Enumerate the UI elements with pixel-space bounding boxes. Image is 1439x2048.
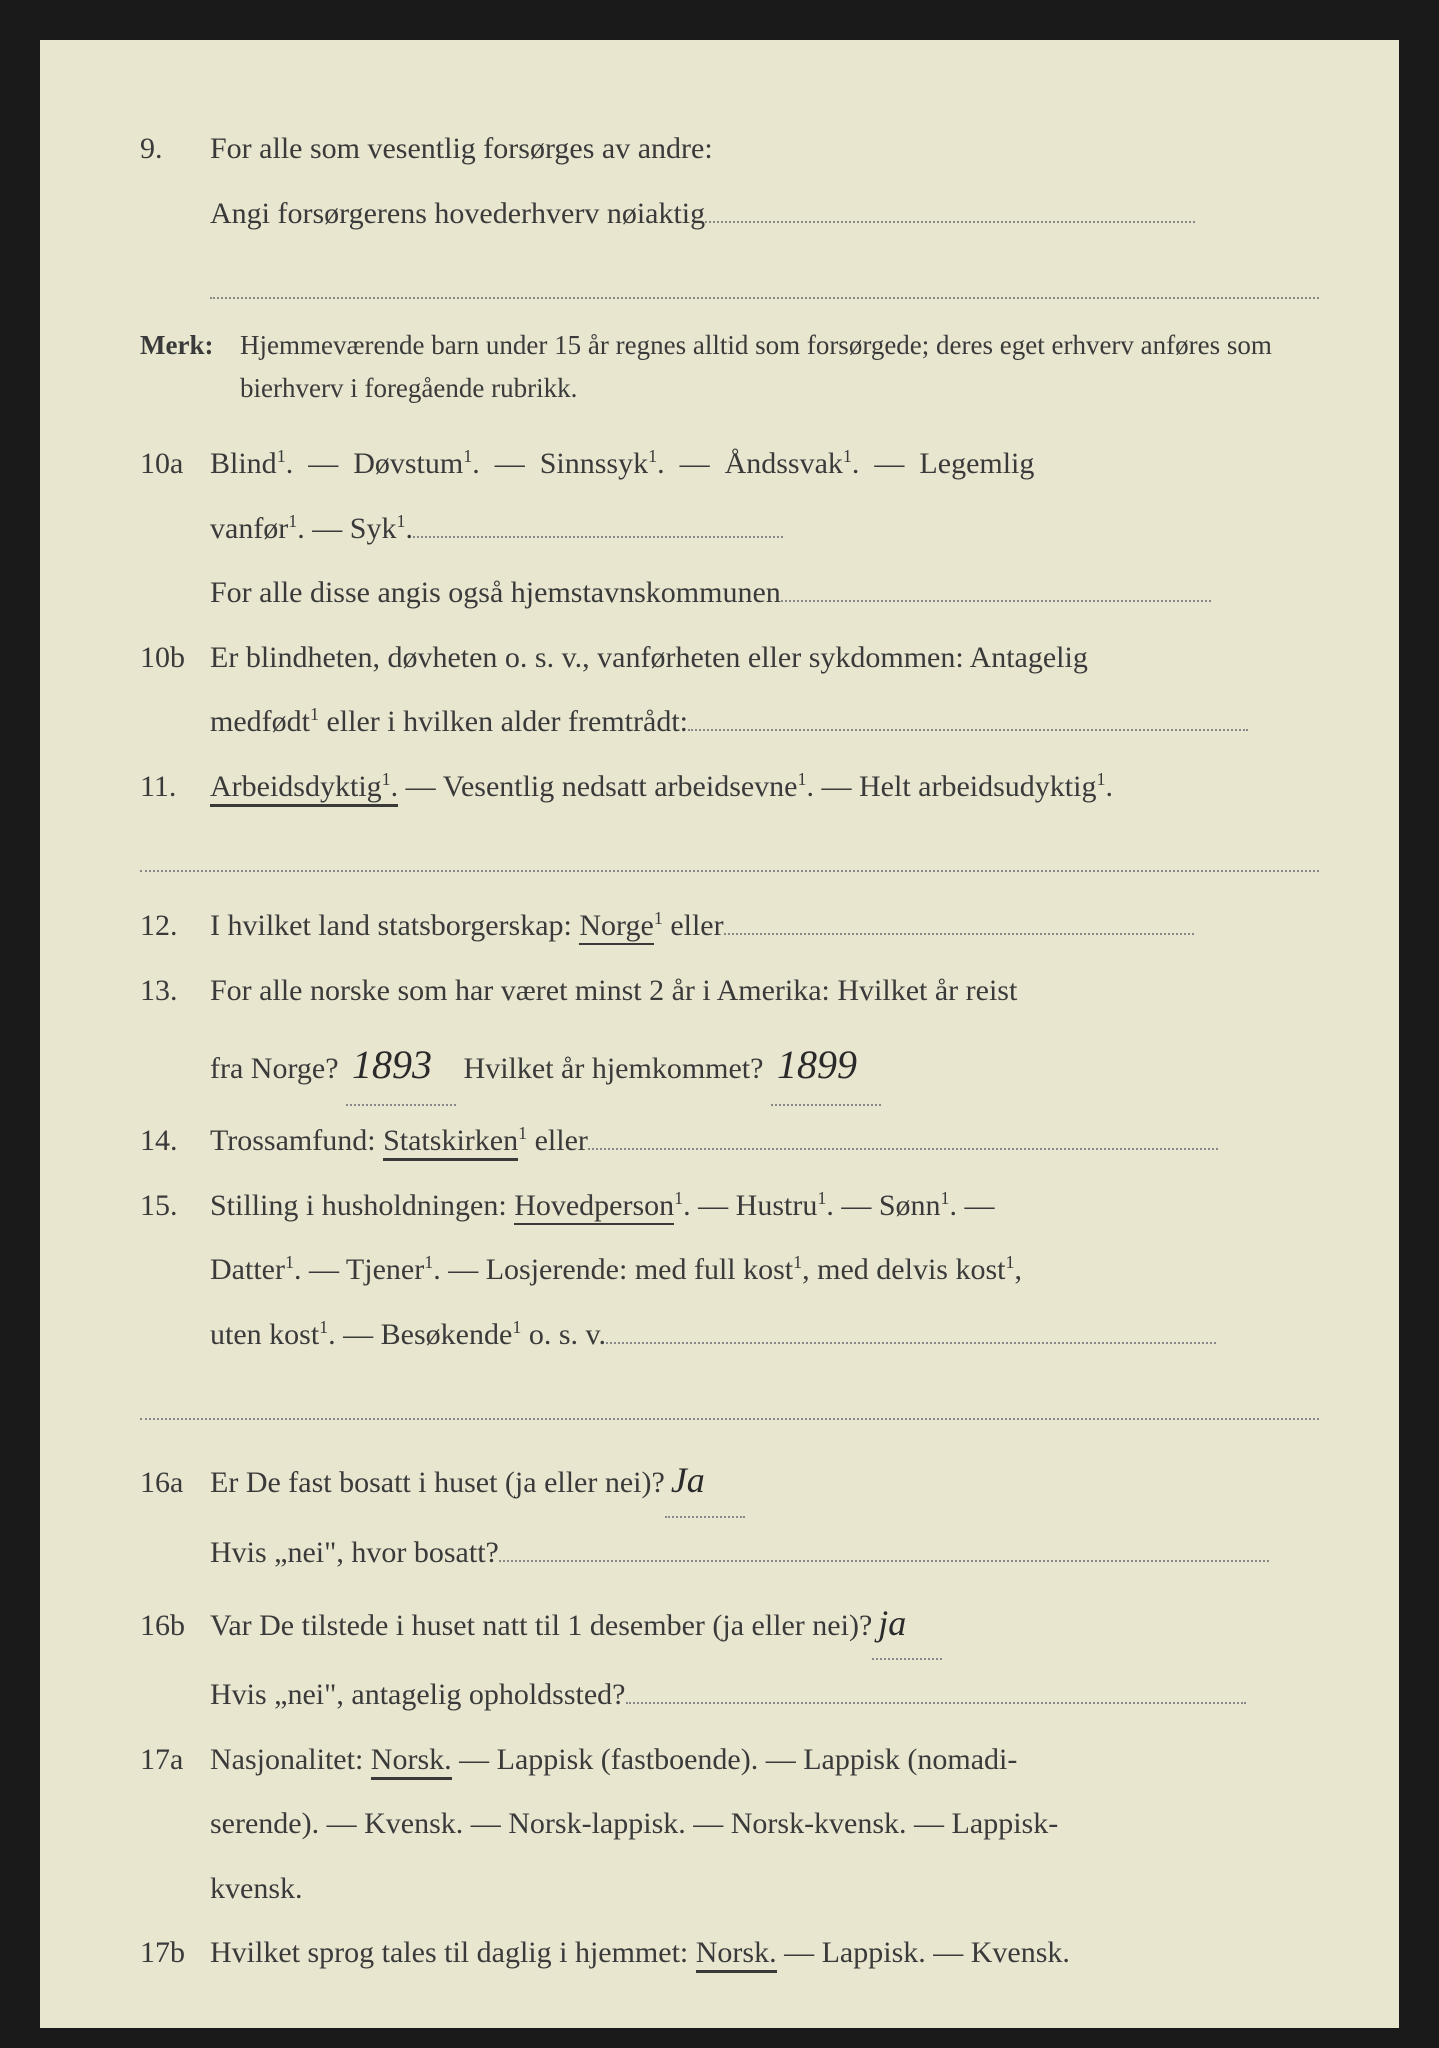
q9-row: 9. For alle som vesentlig forsørges av a… [140, 120, 1319, 179]
q12-selected: Norge [579, 909, 653, 945]
q16b-row2: Hvis „nei", antagelig opholdssted? [140, 1666, 1319, 1725]
q11-number: 11. [140, 758, 210, 817]
q17a-row2: serende). — Kvensk. — Norsk-lappisk. — N… [140, 1795, 1319, 1854]
q16a-answer: Ja [665, 1460, 711, 1500]
q9-number: 9. [140, 120, 210, 179]
q13-answer-home: 1899 [771, 1042, 863, 1087]
q15-row3: uten kost1. — Besøkende1 o. s. v. [140, 1306, 1319, 1365]
merk-row: Merk: Hjemmeværende barn under 15 år reg… [140, 324, 1319, 410]
q14-row: 14. Trossamfund: Statskirken1 eller [140, 1112, 1319, 1171]
q17a-number: 17a [140, 1731, 210, 1790]
q15-row2: Datter1. — Tjener1. — Losjerende: med fu… [140, 1241, 1319, 1300]
q9-blank-line [210, 249, 1319, 299]
q17a-selected: Norsk. [371, 1743, 452, 1780]
q16a-number: 16a [140, 1454, 210, 1513]
divider-1 [140, 822, 1319, 872]
q10b-row2: medfødt1 eller i hvilken alder fremtrådt… [140, 693, 1319, 752]
q10a-row2: vanfør1. — Syk1. [140, 500, 1319, 559]
q11-row: 11. Arbeidsdyktig1. — Vesentlig nedsatt … [140, 758, 1319, 817]
q13-number: 13. [140, 962, 210, 1021]
q9-row2: Angi forsørgerens hovederhverv nøiaktig [140, 185, 1319, 244]
q15-row: 15. Stilling i husholdningen: Hovedperso… [140, 1177, 1319, 1236]
merk-label: Merk: [140, 324, 240, 367]
q17a-line2: serende). — Kvensk. — Norsk-lappisk. — N… [210, 1795, 1319, 1854]
q17b-number: 17b [140, 1924, 210, 1983]
q16a-row: 16a Er De fast bosatt i huset (ja eller … [140, 1445, 1319, 1517]
merk-text: Hjemmeværende barn under 15 år regnes al… [240, 324, 1319, 410]
q17a-line3: kvensk. [210, 1860, 1319, 1919]
q16a-row2: Hvis „nei", hvor bosatt? [140, 1524, 1319, 1583]
q17a-row3: kvensk. [140, 1860, 1319, 1919]
q17b-row: 17b Hvilket sprog tales til daglig i hje… [140, 1924, 1319, 1983]
q9-line2: Angi forsørgerens hovederhverv nøiaktig [210, 185, 1319, 244]
q12-number: 12. [140, 897, 210, 956]
q12-row: 12. I hvilket land statsborgerskap: Norg… [140, 897, 1319, 956]
q14-selected: Statskirken [383, 1124, 518, 1161]
q10b-line1: Er blindheten, døvheten o. s. v., vanfør… [210, 629, 1319, 688]
q15-selected: Hovedperson [514, 1189, 674, 1225]
q13-answer-left: 1893 [346, 1042, 438, 1087]
census-form-page: 9. For alle som vesentlig forsørges av a… [40, 40, 1399, 2028]
q14-number: 14. [140, 1112, 210, 1171]
divider-2 [140, 1370, 1319, 1420]
q10b-number: 10b [140, 629, 210, 688]
q16b-row: 16b Var De tilstede i huset natt til 1 d… [140, 1588, 1319, 1660]
q16b-answer: ja [872, 1603, 912, 1643]
q10a-number: 10a [140, 435, 210, 494]
q15-number: 15. [140, 1177, 210, 1236]
q16b-number: 16b [140, 1597, 210, 1656]
q9-line1: For alle som vesentlig forsørges av andr… [210, 120, 1319, 179]
q11-selected: Arbeidsdyktig1. [210, 770, 398, 807]
q17b-selected: Norsk. [696, 1936, 777, 1973]
q13-row: 13. For alle norske som har været minst … [140, 962, 1319, 1021]
q17a-row: 17a Nasjonalitet: Norsk. — Lappisk (fast… [140, 1731, 1319, 1790]
q10a-opts: Blind1. — Døvstum1. — Sinnssyk1. — Åndss… [210, 435, 1319, 494]
q10a-row: 10a Blind1. — Døvstum1. — Sinnssyk1. — Å… [140, 435, 1319, 494]
q10b-row: 10b Er blindheten, døvheten o. s. v., va… [140, 629, 1319, 688]
q10a-row3: For alle disse angis også hjemstavnskomm… [140, 564, 1319, 623]
q13-row2: fra Norge? 1893 Hvilket år hjemkommet? 1… [140, 1026, 1319, 1106]
q13-line1: For alle norske som har været minst 2 år… [210, 962, 1319, 1021]
